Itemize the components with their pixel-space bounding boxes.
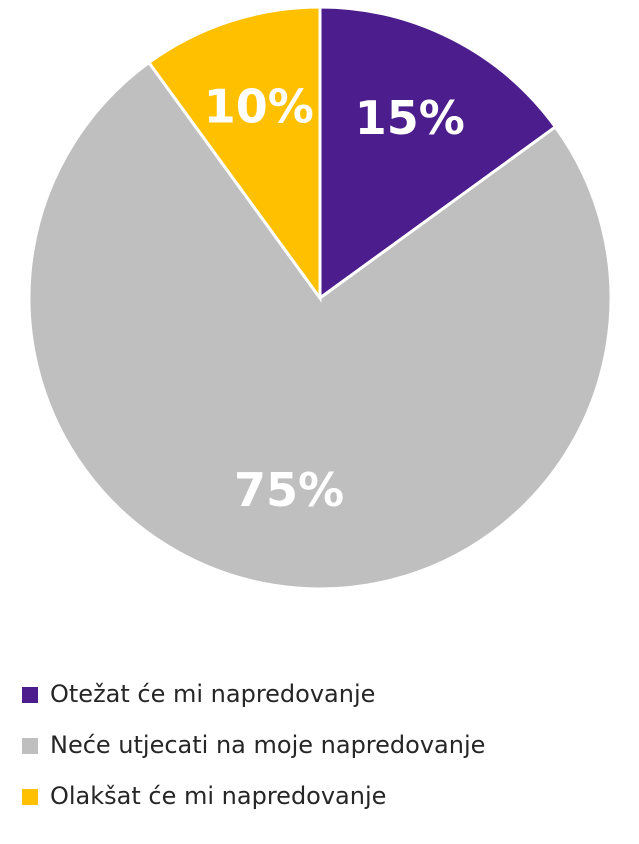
pie-slice	[27, 60, 613, 591]
legend-label: Olakšat će mi napredovanje	[50, 782, 386, 810]
legend-swatch	[22, 738, 38, 754]
pie-slice	[318, 5, 558, 301]
legend-label: Otežat će mi napredovanje	[50, 680, 375, 708]
data-label: 15%	[355, 91, 465, 145]
legend-swatch	[22, 687, 38, 703]
data-label: 75%	[234, 463, 344, 517]
legend-label: Neće utjecati na moje napredovanje	[50, 731, 485, 759]
pie-slice	[146, 5, 322, 303]
legend-swatch	[22, 789, 38, 805]
data-label: 10%	[204, 79, 314, 133]
